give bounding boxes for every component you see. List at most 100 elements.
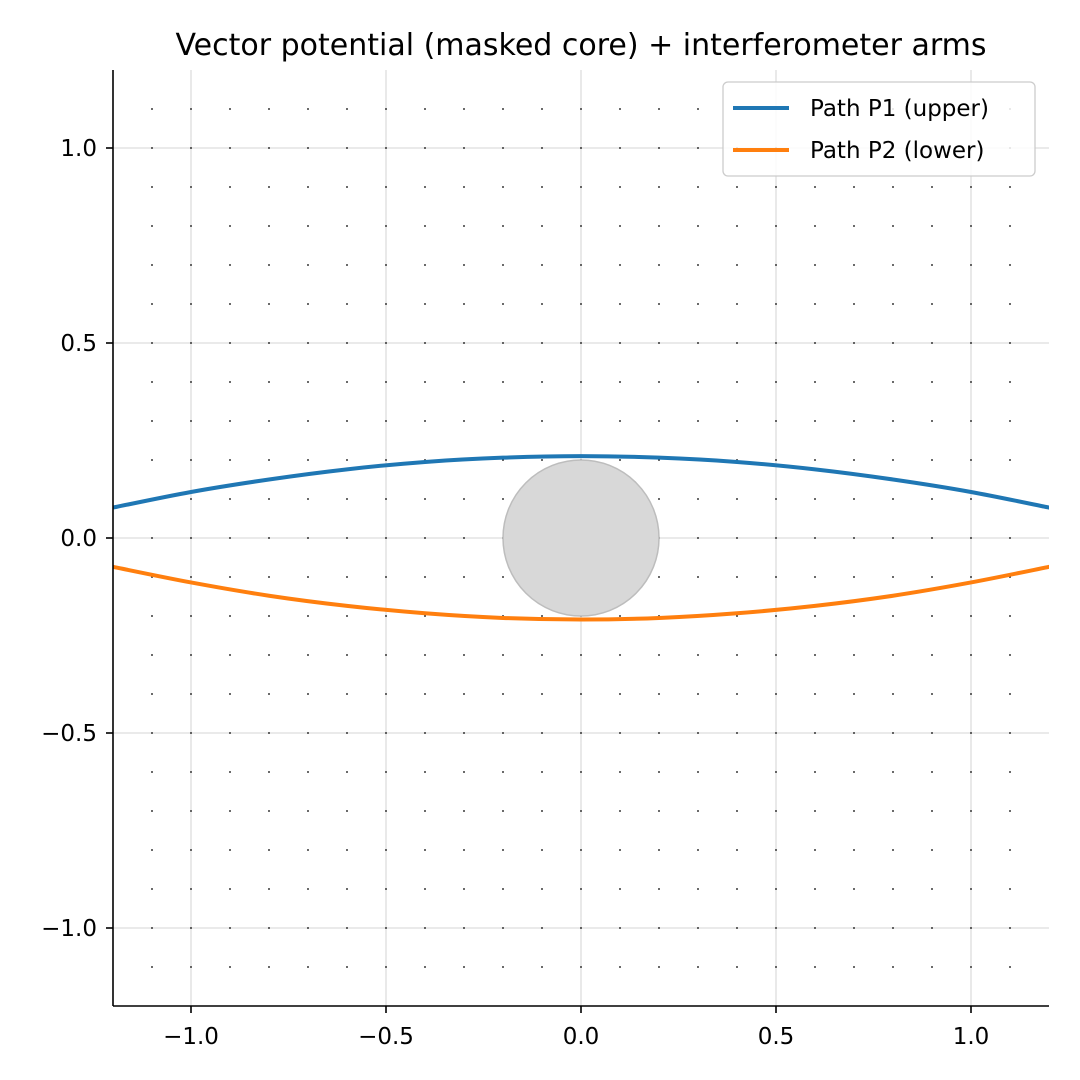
vector-field-dot xyxy=(775,966,777,968)
vector-field-dot xyxy=(697,966,699,968)
vector-field-dot xyxy=(1009,303,1011,305)
vector-field-dot xyxy=(619,771,621,773)
vector-field-dot xyxy=(853,966,855,968)
vector-field-dot xyxy=(151,888,153,890)
vector-field-dot xyxy=(541,264,543,266)
vector-field-dot xyxy=(775,498,777,500)
vector-field-dot xyxy=(268,615,270,617)
vector-field-dot xyxy=(658,108,660,110)
vector-field-dot xyxy=(853,576,855,578)
vector-field-dot xyxy=(853,264,855,266)
vector-field-dot xyxy=(424,771,426,773)
vector-field-dot xyxy=(775,264,777,266)
vector-field-dot xyxy=(775,810,777,812)
vector-field-dot xyxy=(892,927,894,929)
vector-field-dot xyxy=(931,615,933,617)
vector-field-dot xyxy=(346,381,348,383)
vector-field-dot xyxy=(385,342,387,344)
vector-field-dot xyxy=(1009,186,1011,188)
masked-core-circle xyxy=(502,459,660,617)
vector-field-dot xyxy=(307,927,309,929)
vector-field-dot xyxy=(151,186,153,188)
vector-field-dot xyxy=(736,225,738,227)
vector-field-dot xyxy=(580,654,582,656)
vector-field-dot xyxy=(151,732,153,734)
vector-field-dot xyxy=(424,225,426,227)
y-tick-label: −1.0 xyxy=(41,916,97,942)
vector-field-dot xyxy=(775,225,777,227)
vector-field-dot xyxy=(853,888,855,890)
vector-field-dot xyxy=(268,381,270,383)
vector-field-dot xyxy=(970,264,972,266)
vector-field-dot xyxy=(463,966,465,968)
vector-field-dot xyxy=(658,693,660,695)
vector-field-dot xyxy=(463,108,465,110)
vector-field-dot xyxy=(268,966,270,968)
vector-field-dot xyxy=(814,888,816,890)
x-tick-label: −1.0 xyxy=(163,1024,219,1050)
vector-field-dot xyxy=(424,342,426,344)
vector-field-dot xyxy=(151,771,153,773)
vector-field-dot xyxy=(1009,888,1011,890)
legend-label-1: Path P1 (upper) xyxy=(810,96,989,122)
vector-field-dot xyxy=(463,810,465,812)
vector-field-dot xyxy=(775,771,777,773)
vector-field-dot xyxy=(892,303,894,305)
vector-field-dot xyxy=(814,420,816,422)
vector-field-dot xyxy=(580,927,582,929)
vector-field-dot xyxy=(658,888,660,890)
vector-field-dot xyxy=(424,576,426,578)
vector-field-dot xyxy=(541,810,543,812)
vector-field-dot xyxy=(814,264,816,266)
vector-field-dot xyxy=(931,693,933,695)
vector-field-dot xyxy=(619,693,621,695)
vector-field-dot xyxy=(307,459,309,461)
vector-field-dot xyxy=(307,147,309,149)
vector-field-dot xyxy=(268,810,270,812)
vector-field-dot xyxy=(892,342,894,344)
vector-field-dot xyxy=(892,225,894,227)
x-tick-label: 0.5 xyxy=(758,1024,795,1050)
vector-field-dot xyxy=(268,576,270,578)
vector-field-dot xyxy=(190,498,192,500)
vector-field-dot xyxy=(502,810,504,812)
x-tick-label: −0.5 xyxy=(358,1024,414,1050)
vector-field-dot xyxy=(736,537,738,539)
vector-field-dot xyxy=(307,264,309,266)
vector-field-dot xyxy=(346,966,348,968)
vector-field-dot xyxy=(580,732,582,734)
vector-field-dot xyxy=(892,966,894,968)
vector-field-dot xyxy=(892,264,894,266)
vector-field-dot xyxy=(853,849,855,851)
vector-field-dot xyxy=(229,225,231,227)
vector-field-dot xyxy=(853,225,855,227)
vector-field-dot xyxy=(1009,615,1011,617)
vector-field-dot xyxy=(541,615,543,617)
vector-field-dot xyxy=(229,459,231,461)
vector-field-dot xyxy=(268,108,270,110)
vector-field-dot xyxy=(658,342,660,344)
vector-field-dot xyxy=(658,498,660,500)
vector-field-dot xyxy=(151,459,153,461)
vector-field-dot xyxy=(385,732,387,734)
vector-field-dot xyxy=(502,849,504,851)
vector-field-dot xyxy=(385,147,387,149)
vector-field-dot xyxy=(151,537,153,539)
vector-field-dot xyxy=(307,576,309,578)
vector-field-dot xyxy=(463,888,465,890)
vector-field-dot xyxy=(970,303,972,305)
vector-field-dot xyxy=(463,381,465,383)
vector-field-dot xyxy=(424,654,426,656)
vector-field-dot xyxy=(190,459,192,461)
vector-field-dot xyxy=(814,810,816,812)
vector-field-dot xyxy=(697,264,699,266)
vector-field-dot xyxy=(424,966,426,968)
vector-field-dot xyxy=(619,888,621,890)
vector-field-dot xyxy=(346,771,348,773)
vector-field-dot xyxy=(424,810,426,812)
vector-field-dot xyxy=(151,303,153,305)
vector-field-dot xyxy=(1009,771,1011,773)
vector-field-dot xyxy=(931,225,933,227)
vector-field-dot xyxy=(619,186,621,188)
